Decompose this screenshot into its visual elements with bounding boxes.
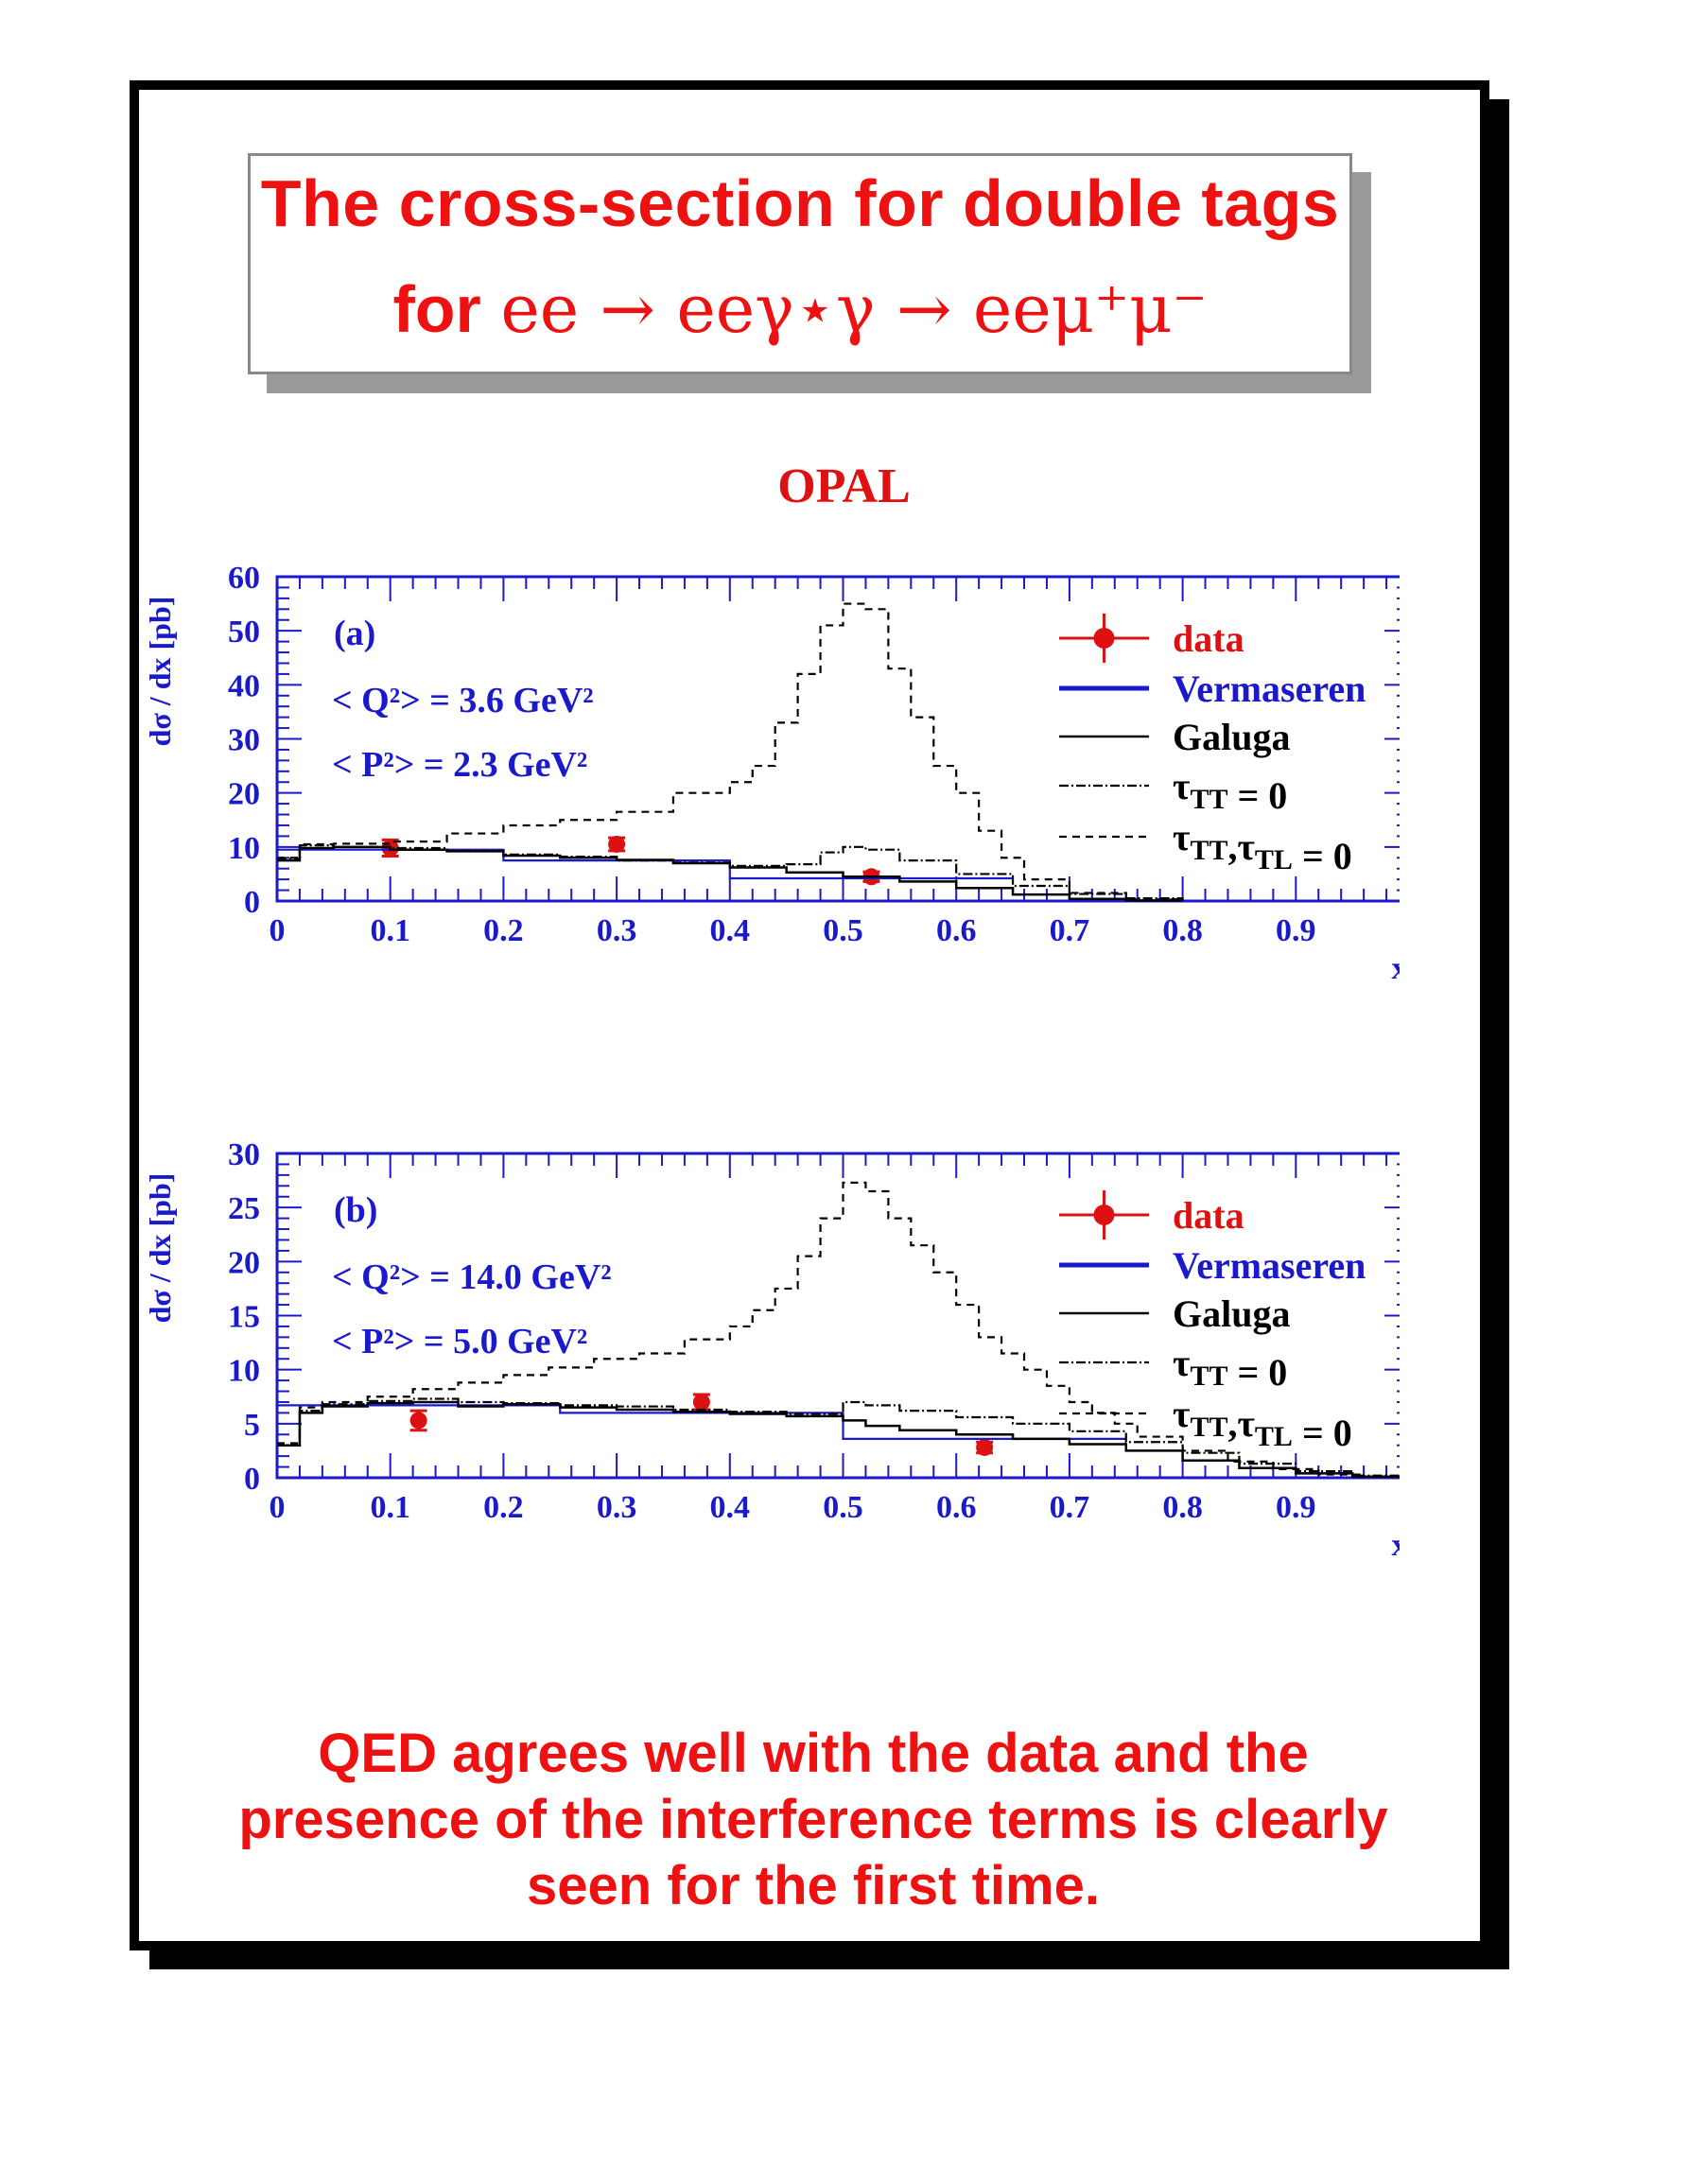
y-tick-label: 60 [228,561,260,596]
legend-label-tautt: τTT = 0 [1173,765,1287,817]
x-tick-label: 0.2 [483,1490,524,1525]
legend-label-tautttl: τTT,τTL = 0 [1173,816,1352,877]
x-tick-label: 0 [270,913,286,948]
y-tick-label: 10 [228,1354,260,1389]
x-axis-label: x [1392,1528,1401,1563]
data-point [409,1412,427,1430]
x-tick-label: 0.5 [823,1490,863,1525]
panel-label: (a) [334,614,375,653]
x-tick-label: 0.5 [823,913,863,948]
panel-label: (b) [334,1190,377,1230]
series-galuga-line [277,1400,1400,1479]
y-tick-label: 40 [228,668,260,703]
x-axis-label: x [1392,951,1401,986]
annotation-2: < P²> = 2.3 GeV² [332,745,587,785]
y-tick-label: 25 [228,1191,260,1226]
experiment-label: OPAL [777,459,911,513]
conclusion: QED agrees well with the data and the pr… [151,1721,1475,1919]
chart-panel-b: 00.10.20.30.40.50.60.70.80.9105101520253… [143,1137,1401,1563]
x-tick-label: 0.9 [1276,1490,1316,1525]
x-tick-label: 0.8 [1162,913,1203,948]
data-point [692,1393,710,1411]
legend-label-data: data [1173,1194,1244,1237]
y-tick-label: 5 [244,1408,260,1443]
y-tick-label: 20 [228,777,260,812]
y-tick-label: 50 [228,615,260,650]
title-line-1: The cross-section for double tags [260,166,1340,240]
x-tick-label: 0.4 [710,913,751,948]
legend-label-galuga: Galuga [1173,716,1290,758]
x-tick-label: 0.9 [1276,913,1316,948]
x-tick-label: 0.2 [483,913,524,948]
y-tick-label: 30 [228,723,260,758]
legend-label-data: data [1173,617,1244,660]
conclusion-line-1: QED agrees well with the data and the [318,1723,1309,1784]
x-tick-label: 0.1 [370,913,410,948]
x-tick-label: 0.7 [1050,1490,1090,1525]
y-tick-label: 20 [228,1245,260,1280]
y-tick-label: 15 [228,1300,260,1335]
x-tick-label: 0.7 [1050,913,1090,948]
annotation-2: < P²> = 5.0 GeV² [332,1322,587,1361]
x-tick-label: 0.3 [597,913,637,948]
legend-label-galuga: Galuga [1173,1292,1290,1335]
legend-label-vermaseren: Vermaseren [1173,1244,1366,1287]
conclusion-line-2: presence of the interference terms is cl… [238,1789,1388,1850]
y-tick-label: 0 [244,885,260,920]
series-tttl-line [277,1181,1400,1478]
x-tick-label: 0.3 [597,1490,637,1525]
y-axis-label: dσ / dx [pb] [143,1173,177,1324]
y-tick-label: 30 [228,1137,260,1172]
title-prefix: for [392,272,481,346]
title-box: The cross-section for double tags for ee… [248,153,1352,374]
annotation-1: < Q²> = 3.6 GeV² [332,681,594,720]
x-tick-label: 0.8 [1162,1490,1203,1525]
series-tt-line [277,844,1184,901]
legend-marker-data-dot [1093,628,1115,649]
legend-label-tautt: τTT = 0 [1173,1342,1287,1394]
conclusion-line-3: seen for the first time. [527,1855,1100,1916]
title-line-2: for ee → eeγ⋆γ → eeμ⁺μ⁻ [251,268,1349,348]
chart-panel-a: 00.10.20.30.40.50.60.70.80.9101020304050… [143,561,1401,986]
annotation-1: < Q²> = 14.0 GeV² [332,1257,612,1297]
x-tick-label: 0 [270,1490,286,1525]
legend-label-vermaseren: Vermaseren [1173,667,1366,710]
y-tick-label: 10 [228,831,260,866]
x-tick-label: 0.6 [936,1490,976,1525]
x-tick-label: 0.6 [936,913,976,948]
x-tick-label: 0.4 [710,1490,751,1525]
series-tttl-line [277,602,1184,901]
legend-marker-data-dot [1093,1205,1115,1225]
title-equation: ee → eeγ⋆γ → eeμ⁺μ⁻ [500,270,1208,348]
data-point [608,835,626,853]
y-tick-label: 0 [244,1462,260,1497]
legend-label-tautttl: τTT,τTL = 0 [1173,1393,1352,1454]
data-point [976,1438,994,1456]
y-axis-label: dσ / dx [pb] [143,597,177,747]
x-tick-label: 0.1 [370,1490,410,1525]
